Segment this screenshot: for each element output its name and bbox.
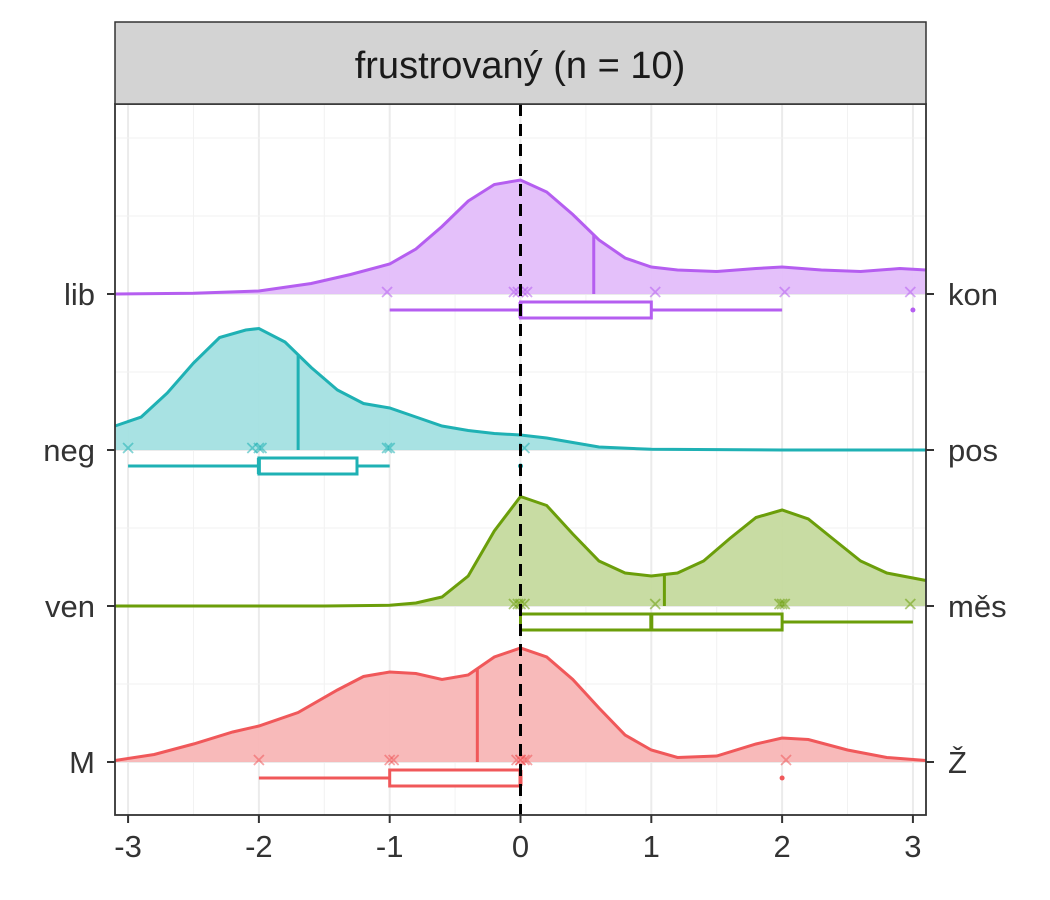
x-tick-label: 2	[773, 829, 790, 864]
box-outlier	[779, 775, 785, 781]
data-point	[253, 442, 265, 454]
data-point-stroke	[904, 286, 916, 298]
data-point-stroke	[253, 442, 265, 454]
density-area	[115, 328, 926, 450]
data-point-stroke	[387, 754, 400, 766]
data-point	[253, 754, 265, 766]
density-curve	[114, 178, 927, 296]
x-tick-label: -1	[376, 829, 404, 864]
data-point	[649, 286, 661, 298]
box-outlier	[910, 307, 916, 313]
y-tick-label-right: Ž	[948, 745, 967, 780]
data-point	[649, 598, 661, 610]
y-tick-label-left: ven	[45, 589, 95, 624]
data-point	[384, 442, 396, 454]
x-tick-label: 0	[512, 829, 529, 864]
data-point-stroke	[776, 598, 788, 610]
box-body	[388, 768, 522, 788]
x-tick-label: -3	[114, 829, 142, 864]
data-point-stroke	[381, 286, 393, 298]
data-point	[773, 598, 786, 610]
y-tick-label-right: měs	[948, 589, 1007, 624]
data-point-stroke	[649, 598, 661, 610]
box-body	[257, 456, 359, 476]
data-point	[381, 442, 393, 454]
data-point	[904, 598, 916, 610]
data-point	[904, 286, 916, 298]
data-point	[521, 286, 533, 298]
y-tick-label-left: neg	[43, 433, 95, 468]
density-curve	[115, 494, 927, 608]
data-point-stroke	[521, 286, 533, 298]
data-point	[255, 442, 268, 454]
density-curve	[114, 326, 926, 452]
data-point-stroke	[253, 754, 265, 766]
density-area	[115, 180, 926, 294]
data-point-stroke	[779, 598, 791, 610]
data-point	[780, 754, 792, 766]
data-point-stroke	[122, 442, 134, 454]
x-tick-label: -2	[245, 829, 273, 864]
data-point-stroke	[773, 598, 786, 610]
facet-strip-background	[114, 21, 927, 105]
x-tick-label: 3	[904, 829, 921, 864]
data-point-stroke	[780, 754, 792, 766]
facet-strip: frustrovaný (n = 10)	[114, 21, 927, 105]
data-point	[521, 754, 533, 766]
density-row	[114, 326, 926, 476]
data-point	[381, 286, 393, 298]
data-point	[776, 598, 788, 610]
data-point-stroke	[904, 598, 916, 610]
data-point	[779, 598, 791, 610]
data-point-stroke	[779, 286, 791, 298]
facet-title: frustrovaný (n = 10)	[355, 45, 686, 87]
y-tick-label-left: lib	[64, 277, 95, 312]
data-point-stroke	[384, 754, 396, 766]
data-point-stroke	[521, 754, 533, 766]
density-row	[114, 178, 927, 320]
data-point-stroke	[518, 754, 531, 766]
data-point	[122, 442, 134, 454]
data-point-stroke	[508, 286, 520, 298]
data-point	[508, 286, 520, 298]
y-tick-label-right: pos	[948, 433, 998, 468]
y-tick-label-right: kon	[948, 277, 998, 312]
data-point	[384, 754, 396, 766]
data-point-stroke	[255, 442, 268, 454]
data-point-stroke	[649, 286, 661, 298]
data-point	[518, 754, 531, 766]
y-tick-label-left: M	[69, 745, 95, 780]
x-tick-label: 1	[643, 829, 660, 864]
data-point	[387, 754, 400, 766]
data-point-stroke	[384, 442, 396, 454]
box-body	[519, 300, 653, 320]
data-point	[779, 286, 791, 298]
data-point-stroke	[381, 442, 393, 454]
